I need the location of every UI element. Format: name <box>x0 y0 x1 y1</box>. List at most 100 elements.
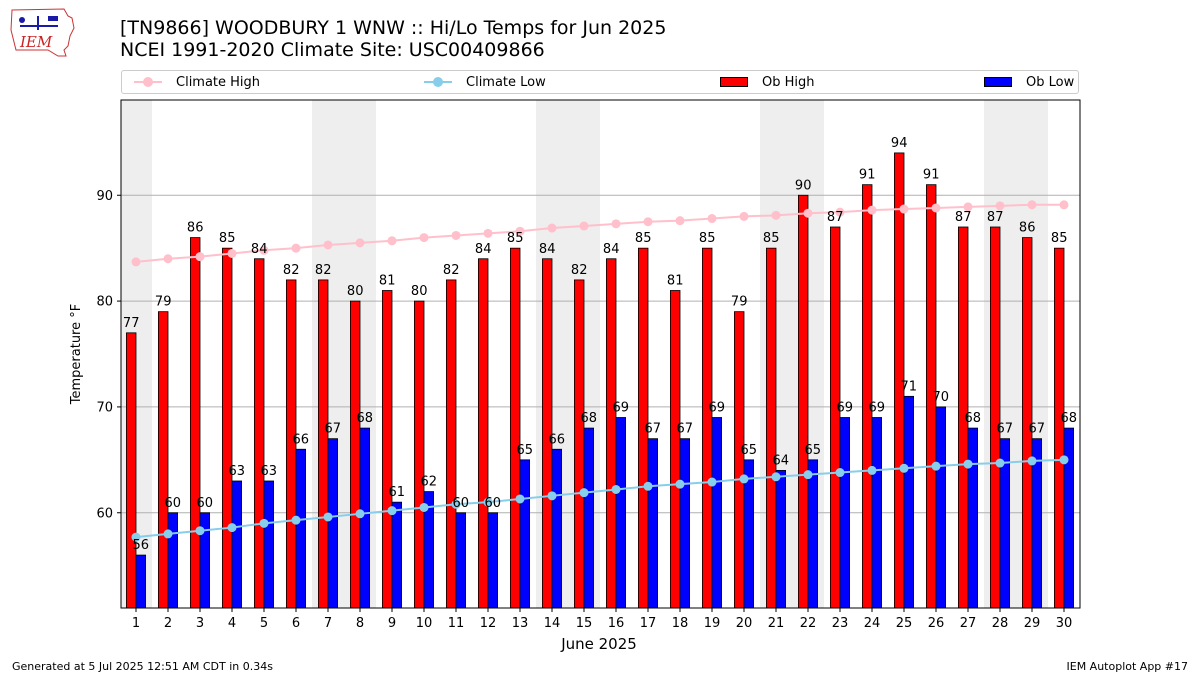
climate-low-point <box>579 488 589 498</box>
climate-low-point <box>995 458 1005 468</box>
x-tick-label: 2 <box>164 616 172 631</box>
title-line-1: [TN9866] WOODBURY 1 WNW :: Hi/Lo Temps f… <box>120 17 667 39</box>
climate-low-point <box>227 523 237 533</box>
ob-low-label: 60 <box>485 496 502 511</box>
ob-low-bar <box>551 448 563 609</box>
ob-low-label: 71 <box>901 379 918 394</box>
ob-high-bar <box>574 279 585 609</box>
ob-low-label: 69 <box>709 401 726 416</box>
gridlines <box>121 194 1080 514</box>
ob-high-bar <box>1054 247 1065 609</box>
ob-low-bar <box>807 459 819 609</box>
climate-lines <box>131 200 1069 542</box>
ob-low-bar <box>647 438 659 609</box>
x-tick-label: 11 <box>448 616 465 631</box>
ob-low-label: 65 <box>741 443 758 458</box>
ob-low-label: 67 <box>677 422 694 437</box>
climate-low-point <box>1027 456 1037 466</box>
climate-high-point <box>483 228 493 238</box>
legend-item-climate-high: Climate High <box>134 71 260 93</box>
ob-high-label: 87 <box>827 210 844 225</box>
y-axis-ticks: 60 70 80 90 <box>96 189 121 521</box>
ob-high-label: 77 <box>123 316 140 331</box>
ob-high-label: 85 <box>219 231 236 246</box>
x-tick-label: 4 <box>228 616 236 631</box>
ob-low-label: 69 <box>613 401 630 416</box>
x-tick-label: 19 <box>704 616 721 631</box>
climate-high-point <box>931 203 941 213</box>
chart-title: [TN9866] WOODBURY 1 WNW :: Hi/Lo Temps f… <box>120 17 666 61</box>
ob-high-label: 80 <box>347 284 364 299</box>
climate-high-point <box>323 240 333 250</box>
ob-low-label: 67 <box>325 422 342 437</box>
climate-low-point <box>675 479 685 489</box>
ob-low-label: 63 <box>229 464 246 479</box>
ob-high-bar <box>189 237 201 609</box>
ob-high-label: 84 <box>475 242 492 257</box>
climate-high-point <box>611 219 621 229</box>
ob-high-bar <box>253 258 265 609</box>
climate-high-point <box>643 217 653 227</box>
climate-low-point <box>547 491 557 501</box>
y-tick-label: 80 <box>96 295 113 310</box>
footer-app: IEM Autoplot App #17 <box>1066 660 1189 673</box>
x-tick-label: 21 <box>768 616 785 631</box>
legend-label-climate-low: Climate Low <box>466 74 546 90</box>
climate-low-point <box>771 472 781 482</box>
ob-high-bar <box>606 258 617 609</box>
climate-low-point <box>419 502 429 512</box>
ob-high-label: 94 <box>891 136 908 151</box>
ob-high-label: 85 <box>763 231 780 246</box>
ob-high-label: 85 <box>635 231 652 246</box>
x-tick-label: 26 <box>928 616 945 631</box>
ob-low-bar <box>839 417 851 609</box>
x-tick-label: 18 <box>672 616 689 631</box>
ob-low-label: 67 <box>997 422 1014 437</box>
climate-low-point <box>195 526 205 536</box>
climate-low-point <box>355 509 365 519</box>
ob-high-label: 84 <box>603 242 620 257</box>
climate-low-point <box>643 481 653 491</box>
ob-high-label: 81 <box>379 274 396 289</box>
climate-low-point <box>291 515 301 525</box>
legend-item-ob-low: Ob Low <box>984 71 1074 93</box>
ob-high-bar <box>221 247 233 609</box>
plot-frame <box>120 99 1081 609</box>
x-tick-label: 29 <box>1024 616 1041 631</box>
x-tick-label: 13 <box>512 616 529 631</box>
climate-high-point <box>291 243 301 253</box>
climate-high-point <box>675 216 685 226</box>
ob-low-label: 69 <box>837 401 854 416</box>
ob-high-label: 85 <box>699 231 716 246</box>
ob-high-bar <box>862 184 873 609</box>
ob-high-label: 87 <box>987 210 1004 225</box>
climate-low-point <box>899 463 909 473</box>
climate-low-point <box>963 459 973 469</box>
ob-low-label: 68 <box>581 411 598 426</box>
x-tick-label: 9 <box>388 616 396 631</box>
ob-low-label: 64 <box>773 453 790 468</box>
ob-low-label: 70 <box>933 390 950 405</box>
climate-high-point <box>259 245 269 255</box>
x-tick-label: 12 <box>480 616 497 631</box>
data-labels: 77 56 79 60 86 60 85 63 84 63 82 66 82 67 80 68 81 61 80 62… <box>123 136 1077 553</box>
ob-low-label: 68 <box>965 411 982 426</box>
climate-high-point <box>1027 200 1037 210</box>
ob-low-label: 62 <box>421 475 438 490</box>
ob-high-bar <box>317 279 329 609</box>
climate-low-point <box>803 470 813 480</box>
x-tick-label: 20 <box>736 616 753 631</box>
ob-low-bar <box>871 417 883 609</box>
ob-low-label: 65 <box>517 443 534 458</box>
ob-high-bar <box>702 247 713 609</box>
ob-high-bar <box>798 194 809 609</box>
footer-generated: Generated at 5 Jul 2025 12:51 AM CDT in … <box>12 660 273 673</box>
climate-high-point <box>771 210 781 220</box>
climate-low-point <box>611 484 621 494</box>
climate-low-point <box>835 468 845 478</box>
y-tick-label: 90 <box>96 189 113 204</box>
climate-low-point <box>387 506 397 516</box>
ob-low-bar <box>967 427 979 609</box>
ob-high-bar <box>445 279 457 609</box>
